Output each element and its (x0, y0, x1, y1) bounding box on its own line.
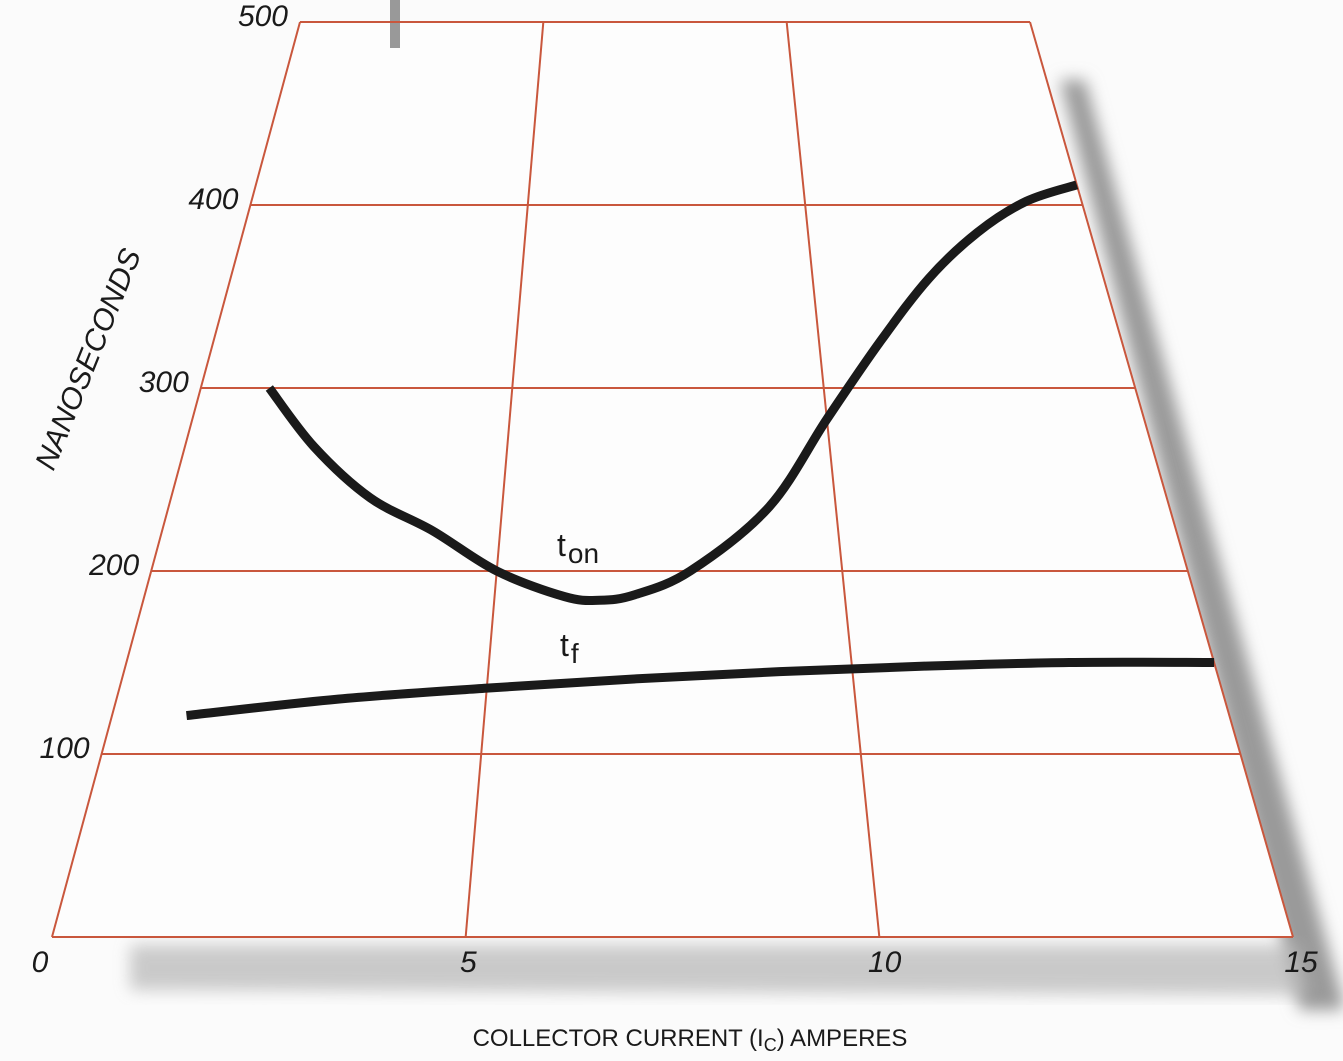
x-axis-label-part: COLLECTOR CURRENT (I (473, 1025, 764, 1052)
y-tick-label: 100 (40, 732, 90, 765)
x-tick-label: 5 (460, 946, 477, 979)
grid-line (51, 21, 301, 938)
series-label-sub: on (568, 538, 599, 569)
grid-line (1029, 21, 1294, 938)
series-label: tf (560, 627, 579, 669)
series-label-main: t (557, 527, 566, 563)
x-tick-label: 15 (1284, 946, 1318, 979)
plot-area (52, 22, 1293, 937)
pin (390, 0, 400, 48)
line (186, 657, 1215, 721)
shadow (130, 945, 1310, 995)
grid-line (785, 21, 881, 938)
grid-line (464, 21, 545, 938)
x-axis-label-sub: C (764, 1035, 777, 1055)
y-tick-label: 200 (88, 549, 139, 582)
shadow (1060, 80, 1343, 1010)
line (265, 180, 1079, 606)
series-label-sub: f (571, 638, 579, 669)
y-axis-label: NANOSECONDS (29, 244, 148, 474)
y-tick-label: 400 (188, 183, 238, 216)
series-label-main: t (560, 627, 569, 663)
series-label: ton (557, 527, 599, 569)
y-tick-label: 300 (139, 366, 189, 399)
x-axis-label-part: ) AMPERES (777, 1025, 908, 1052)
x-axis-label: COLLECTOR CURRENT (IC) AMPERES (473, 1025, 908, 1054)
y-tick-label: 500 (238, 0, 288, 33)
x-tick-label: 10 (868, 946, 902, 979)
x-tick-label: 0 (32, 946, 49, 979)
